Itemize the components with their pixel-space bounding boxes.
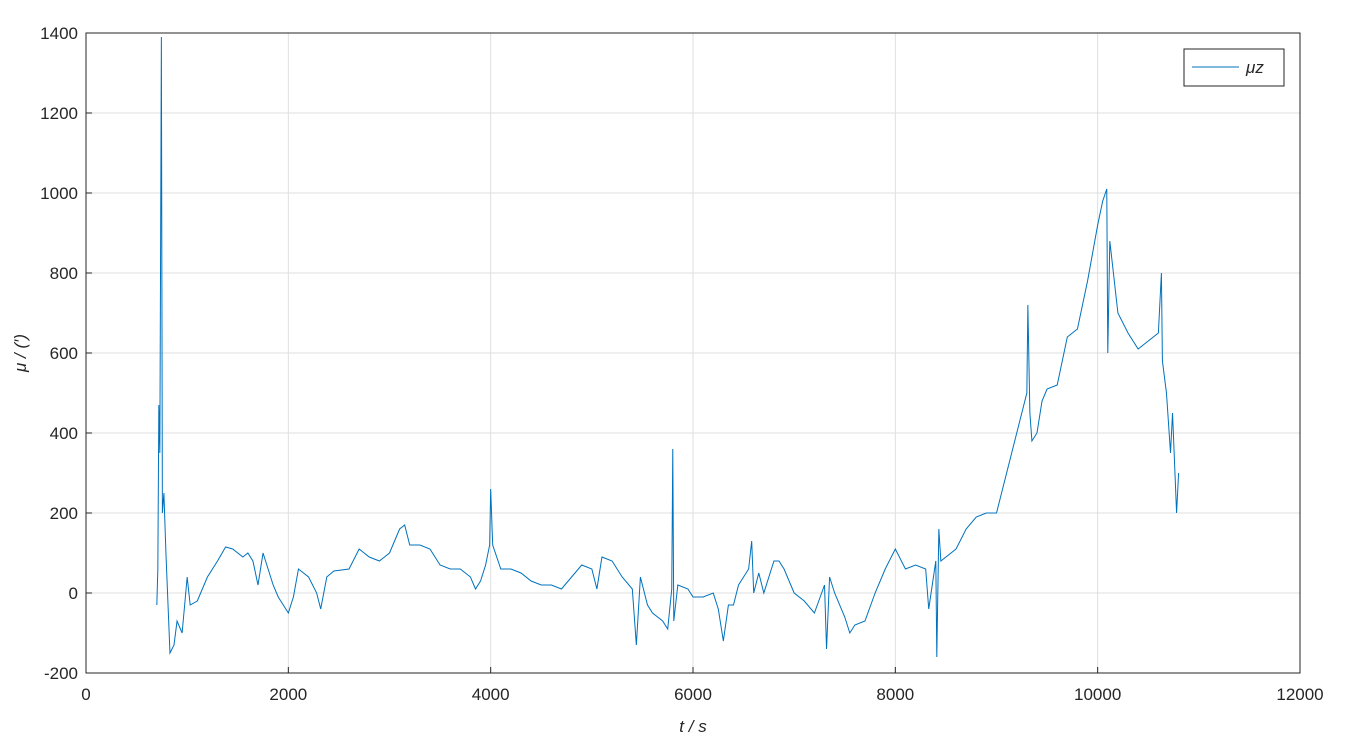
- x-tick-label: 6000: [674, 685, 712, 704]
- x-tick-label: 0: [81, 685, 90, 704]
- x-tick-label: 10000: [1074, 685, 1121, 704]
- data-line: [156, 36, 1180, 658]
- y-tick-label: 1200: [40, 104, 78, 123]
- y-tick-label: 0: [69, 584, 78, 603]
- y-tick-label: 400: [50, 424, 78, 443]
- y-tick-label: -200: [44, 664, 78, 683]
- plot-frame: [85, 32, 1301, 674]
- x-tick-label: 2000: [269, 685, 307, 704]
- y-tick-label: 800: [50, 264, 78, 283]
- y-tick-label: 200: [50, 504, 78, 523]
- y-tick-label: 1400: [40, 24, 78, 43]
- y-tick-label: 1000: [40, 184, 78, 203]
- x-tick-label: 8000: [876, 685, 914, 704]
- x-axis-label: t / s: [679, 717, 707, 736]
- x-tick-label: 4000: [472, 685, 510, 704]
- legend-label: μz: [1245, 58, 1264, 77]
- y-tick-label: 600: [50, 344, 78, 363]
- y-axis-label: μ / (′): [11, 334, 30, 373]
- x-tick-label: 12000: [1276, 685, 1323, 704]
